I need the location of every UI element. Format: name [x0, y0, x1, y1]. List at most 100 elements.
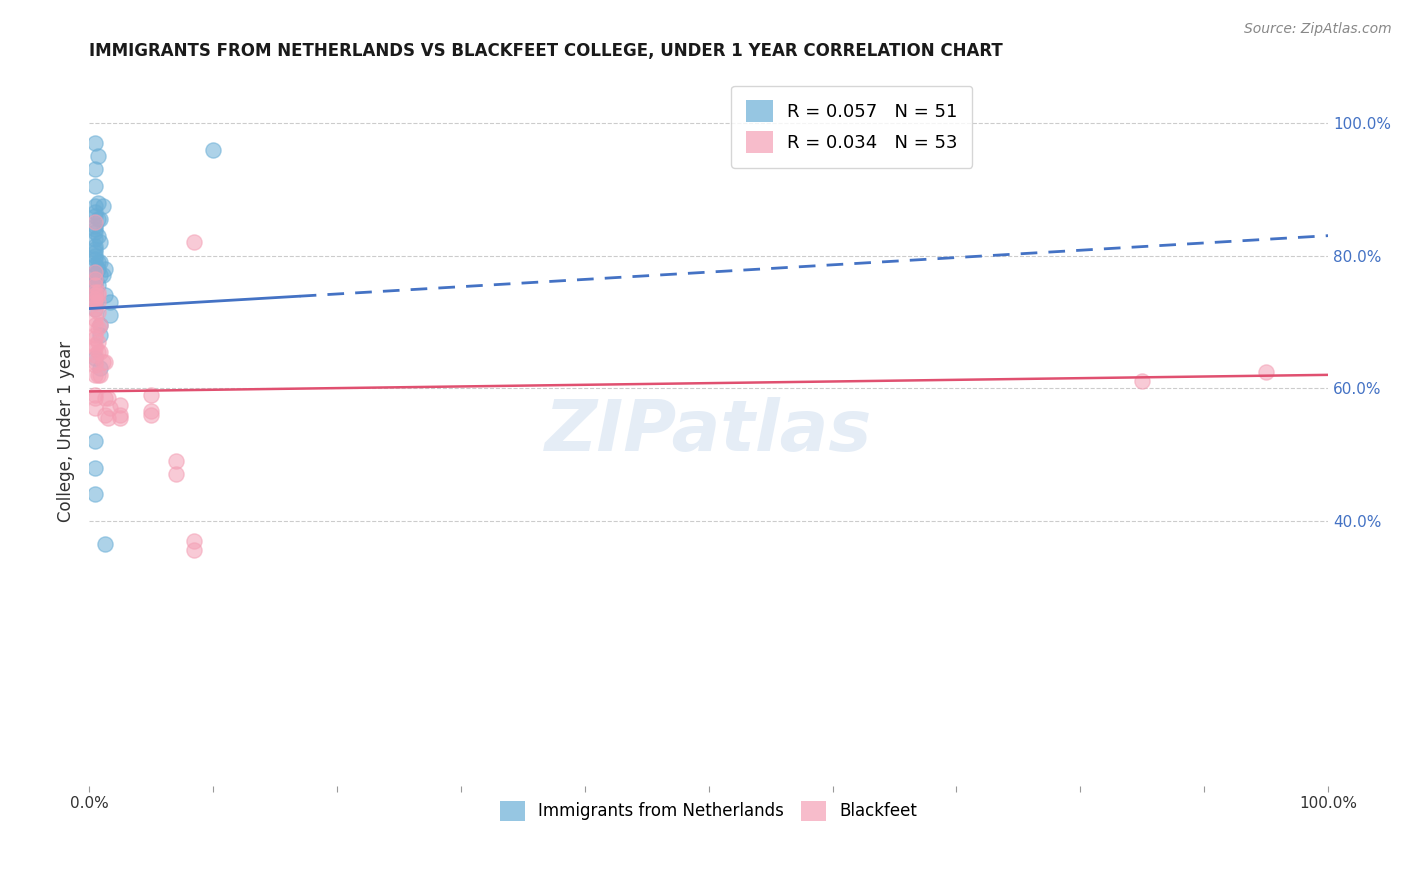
Point	[84, 292, 107, 306]
Point	[84, 331, 107, 345]
Point	[84, 434, 107, 449]
Point	[108, 398, 131, 412]
Point	[94, 391, 117, 405]
Point	[84, 351, 107, 366]
Point	[94, 288, 117, 302]
Point	[84, 252, 107, 266]
Point	[84, 348, 107, 362]
Point	[87, 285, 110, 299]
Point	[183, 533, 205, 548]
Legend: Immigrants from Netherlands, Blackfeet: Immigrants from Netherlands, Blackfeet	[486, 787, 931, 834]
Point	[87, 368, 110, 382]
Point	[84, 222, 107, 236]
Point	[139, 388, 162, 402]
Point	[84, 318, 107, 333]
Point	[84, 311, 107, 326]
Point	[87, 195, 110, 210]
Point	[84, 391, 107, 405]
Point	[87, 255, 110, 269]
Point	[84, 178, 107, 193]
Point	[183, 543, 205, 558]
Point	[87, 149, 110, 163]
Point	[89, 318, 111, 333]
Point	[87, 261, 110, 276]
Point	[94, 261, 117, 276]
Point	[84, 388, 107, 402]
Point	[98, 401, 121, 415]
Point	[201, 143, 224, 157]
Point	[94, 354, 117, 368]
Point	[1130, 375, 1153, 389]
Point	[97, 391, 120, 405]
Y-axis label: College, Under 1 year: College, Under 1 year	[58, 341, 75, 522]
Point	[84, 271, 107, 285]
Point	[89, 318, 111, 333]
Point	[84, 288, 107, 302]
Point	[84, 245, 107, 260]
Point	[84, 301, 107, 316]
Point	[139, 404, 162, 418]
Point	[108, 411, 131, 425]
Point	[84, 285, 107, 299]
Point	[84, 358, 107, 372]
Point	[84, 278, 107, 293]
Point	[84, 368, 107, 382]
Point	[91, 268, 114, 283]
Point	[84, 265, 107, 279]
Point	[89, 235, 111, 250]
Point	[84, 248, 107, 262]
Point	[98, 308, 121, 322]
Point	[84, 205, 107, 219]
Point	[84, 199, 107, 213]
Point	[97, 411, 120, 425]
Point	[84, 271, 107, 285]
Point	[165, 454, 187, 468]
Point	[89, 361, 111, 376]
Point	[84, 295, 107, 310]
Point	[1256, 365, 1278, 379]
Point	[87, 288, 110, 302]
Point	[84, 136, 107, 150]
Point	[84, 288, 107, 302]
Point	[84, 225, 107, 239]
Point	[165, 467, 187, 482]
Point	[84, 295, 107, 310]
Point	[84, 209, 107, 223]
Point	[84, 238, 107, 252]
Point	[87, 334, 110, 349]
Point	[84, 338, 107, 352]
Point	[84, 354, 107, 368]
Point	[84, 259, 107, 273]
Point	[84, 268, 107, 283]
Point	[89, 328, 111, 343]
Point	[84, 265, 107, 279]
Point	[91, 354, 114, 368]
Point	[84, 275, 107, 289]
Point	[89, 212, 111, 227]
Point	[89, 268, 111, 283]
Point	[84, 219, 107, 233]
Point	[108, 408, 131, 422]
Point	[87, 305, 110, 319]
Point	[87, 321, 110, 335]
Point	[84, 162, 107, 177]
Point	[84, 328, 107, 343]
Point	[94, 408, 117, 422]
Text: IMMIGRANTS FROM NETHERLANDS VS BLACKFEET COLLEGE, UNDER 1 YEAR CORRELATION CHART: IMMIGRANTS FROM NETHERLANDS VS BLACKFEET…	[89, 42, 1002, 60]
Point	[87, 344, 110, 359]
Point	[84, 460, 107, 475]
Point	[89, 344, 111, 359]
Point	[139, 408, 162, 422]
Point	[84, 278, 107, 293]
Point	[87, 278, 110, 293]
Point	[87, 212, 110, 227]
Point	[87, 228, 110, 243]
Point	[84, 232, 107, 246]
Point	[84, 301, 107, 316]
Point	[98, 295, 121, 310]
Point	[89, 368, 111, 382]
Point	[84, 242, 107, 256]
Text: Source: ZipAtlas.com: Source: ZipAtlas.com	[1244, 22, 1392, 37]
Point	[91, 199, 114, 213]
Point	[94, 537, 117, 551]
